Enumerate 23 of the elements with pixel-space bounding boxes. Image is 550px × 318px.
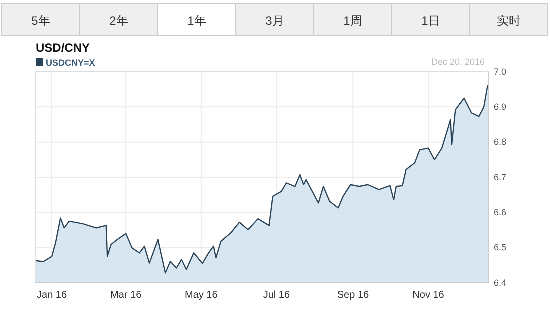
text: 1周 (344, 14, 362, 28)
text: 1日 (422, 14, 440, 28)
text: 1年 (188, 14, 206, 28)
x-tick-label: Nov 16 (412, 290, 445, 302)
text: 3月 (266, 14, 284, 28)
y-tick-label: 6.7 (494, 172, 507, 182)
chart-title: USD/CNY (36, 41, 90, 55)
y-tick-label: 6.6 (494, 208, 507, 218)
y-tick-label: 7.0 (494, 66, 507, 77)
y-tick-label: 6.4 (494, 278, 507, 288)
text: 5年 (32, 14, 50, 28)
x-tick-label: Sep 16 (337, 290, 370, 302)
text: 2年 (110, 14, 128, 28)
x-tick-label: Jan 16 (37, 290, 68, 302)
x-tick-label: Mar 16 (110, 290, 142, 302)
y-tick-label: 6.5 (494, 242, 507, 253)
x-tick-label: May 16 (185, 290, 218, 302)
text: Dec 20, 2016 (431, 57, 485, 67)
x-tick-label: Jul 16 (263, 290, 290, 302)
y-tick-label: 6.9 (494, 102, 507, 112)
legend-label: USDCNY=X (46, 58, 96, 68)
text: 实时 (497, 14, 521, 28)
y-tick-label: 6.8 (494, 137, 507, 148)
